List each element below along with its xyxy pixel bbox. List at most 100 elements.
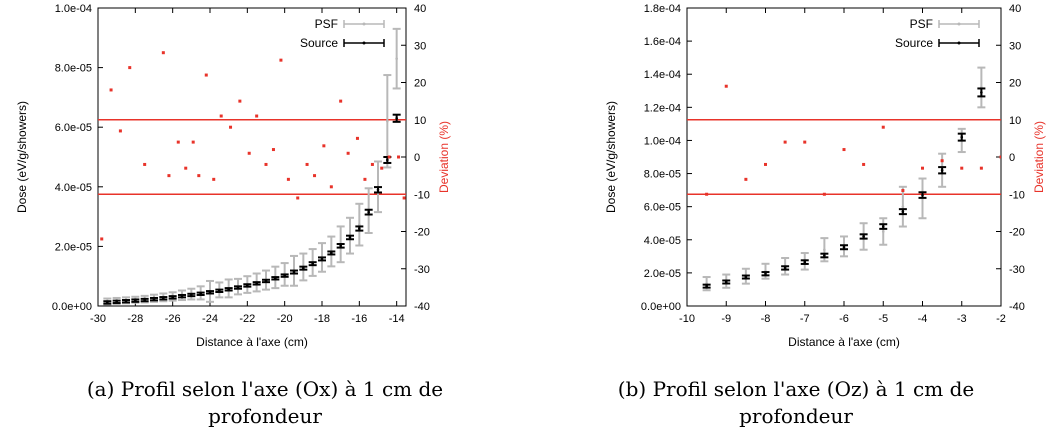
y-tick-label: 1.2e-04 (644, 102, 681, 114)
deviation-point (329, 185, 333, 189)
x-tick-label: -20 (277, 313, 293, 325)
y-tick-label: 1.8e-04 (644, 3, 681, 15)
deviation-point (901, 189, 905, 193)
deviation-point (286, 177, 290, 181)
y2-tick-label: -40 (1009, 301, 1025, 313)
deviation-point (100, 237, 104, 241)
source-marker (134, 299, 137, 302)
figure-b: -10 -9 -8 -7 -6 -5 -4 -3 -2 0.0e+00 2.0e-05 4.0e-05… (531, 0, 1061, 441)
deviation-point (238, 99, 242, 103)
caption-a: (a) Profil selon l'axe (Ox) à 1 cm de pr… (0, 376, 530, 430)
source-marker (115, 300, 118, 304)
y-tick-label: 6.0e-05 (55, 122, 92, 134)
source-point (957, 132, 966, 142)
y-tick-label: 6.0e-05 (644, 202, 681, 214)
source-point (898, 208, 907, 216)
source-marker (940, 168, 944, 172)
source-marker (367, 210, 370, 214)
source-point (938, 166, 947, 175)
y-tick-label: 1.0e-04 (644, 135, 681, 147)
x-tick-label: -2 (996, 313, 1006, 325)
source-point (318, 256, 326, 262)
source-marker (236, 286, 240, 289)
deviation-point (724, 84, 728, 88)
legend-label: Source (895, 36, 933, 50)
y2-tick-label: 10 (1009, 115, 1021, 127)
x-tick-label: -22 (239, 313, 255, 325)
source-marker (264, 279, 268, 283)
y-tick-label: 2.0e-05 (644, 268, 681, 280)
source-point (168, 295, 177, 300)
source-point (346, 234, 354, 241)
source-point (159, 296, 168, 301)
deviation-point (128, 66, 132, 70)
source-marker (980, 91, 983, 94)
plot-frame (97, 7, 407, 307)
source-point (336, 243, 345, 249)
source-point (290, 269, 298, 275)
y2-tick-label: -10 (1009, 189, 1025, 201)
deviation-point (370, 162, 374, 166)
source-point (761, 271, 770, 277)
source-marker (705, 284, 708, 288)
x-tick-label: -7 (800, 313, 810, 325)
deviation-point (803, 140, 807, 144)
source-point (262, 278, 270, 284)
source-point (112, 299, 121, 305)
source-marker (724, 280, 728, 284)
deviation-point (255, 114, 259, 118)
psf-point (383, 74, 392, 169)
y2-tick-label: 40 (414, 3, 426, 15)
source-marker (311, 262, 314, 265)
source-marker (395, 116, 398, 120)
caption-b-line1: (b) Profil selon l'axe (Oz) à 1 cm de (617, 377, 975, 401)
psf-point (355, 202, 364, 247)
source-marker (171, 296, 174, 299)
source-point (800, 259, 809, 265)
y2-tick-label: 30 (414, 40, 426, 52)
y-tick-label: 4.0e-05 (55, 182, 92, 194)
caption-b-line2: profondeur (739, 404, 853, 428)
psf-point (898, 185, 907, 228)
y2-axis-label: Deviation (%) (437, 121, 451, 193)
source-marker (823, 254, 826, 257)
source-point (977, 87, 986, 98)
source-marker (881, 225, 885, 228)
y2-tick-label: -20 (1009, 227, 1025, 239)
source-point (215, 288, 224, 293)
source-point (224, 287, 233, 292)
source-marker (246, 284, 249, 287)
x-tick-label: -9 (721, 313, 731, 325)
y-tick-label: 0.0e+00 (52, 301, 92, 313)
deviation-point (176, 140, 180, 144)
deviation-point (355, 136, 359, 140)
y2-axis-label: Deviation (%) (1032, 121, 1046, 193)
caption-b: (b) Profil selon l'axe (Oz) à 1 cm de pr… (531, 376, 1061, 430)
source-marker (302, 266, 305, 270)
y2-tick-label: -40 (414, 301, 430, 313)
psf-marker (395, 57, 398, 60)
plot-frame (686, 7, 1002, 307)
deviation-point (783, 140, 787, 144)
y2-tick-label: 0 (414, 152, 420, 164)
deviation-point (862, 162, 866, 166)
source-point (879, 223, 888, 230)
legend: PSF Source (300, 17, 385, 50)
source-point (103, 300, 112, 305)
deviation-point (940, 159, 944, 163)
source-point (702, 283, 711, 289)
deviation-point (339, 99, 343, 103)
source-point (140, 297, 149, 303)
x-axis-label: Distance à l'axe (cm) (788, 335, 900, 349)
source-marker (330, 251, 333, 255)
source-marker (162, 296, 165, 300)
source-marker (862, 235, 865, 238)
psf-marker (823, 248, 826, 252)
legend: PSF Source (895, 17, 980, 50)
deviation-point (322, 144, 326, 148)
source-point (252, 281, 261, 286)
source-point (308, 261, 317, 267)
plot-area (687, 66, 1001, 292)
x-tick-label: -8 (761, 313, 771, 325)
y2-tick-label: 20 (414, 78, 426, 90)
